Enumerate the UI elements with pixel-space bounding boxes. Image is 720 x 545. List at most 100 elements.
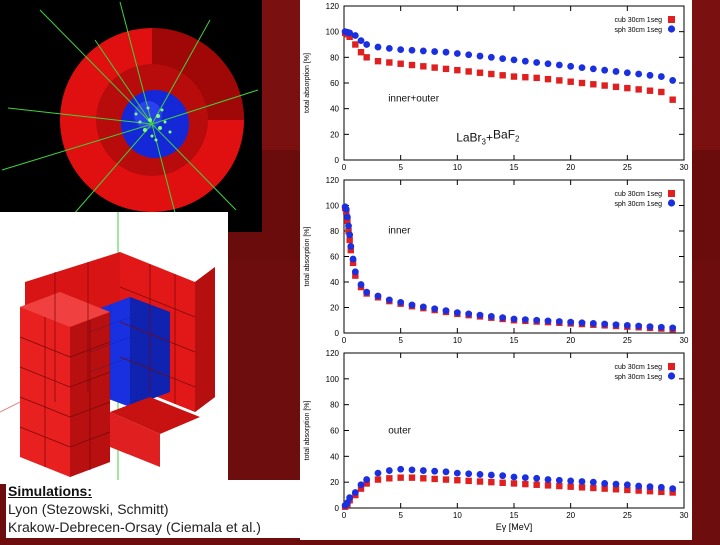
legend-marker [668, 16, 675, 23]
data-point-sph [487, 313, 495, 320]
panel-annotation: inner+outer [388, 93, 440, 104]
data-point-cub [590, 81, 597, 88]
data-point-sph [567, 477, 575, 485]
data-point-sph [363, 476, 371, 483]
x-axis-label: Eγ [MeV] [496, 522, 533, 532]
x-tick-label: 20 [566, 163, 575, 172]
data-point-sph [453, 309, 461, 316]
data-point-cub [476, 478, 484, 485]
x-tick-label: 0 [342, 163, 347, 172]
legend-marker [668, 190, 675, 197]
data-point-sph [623, 321, 631, 329]
data-point-cub [544, 75, 552, 83]
credits-line-krakow: Krakow-Debrecen-Orsay (Ciemala et al.) [8, 519, 261, 535]
data-point-cub [386, 59, 393, 66]
data-point-sph [419, 467, 427, 474]
data-point-sph [397, 299, 405, 306]
data-point-cub [465, 68, 472, 75]
material-label: LaBr3+BaF2 [456, 128, 520, 147]
data-point-sph [499, 472, 507, 480]
data-point-sph [657, 483, 665, 491]
data-point-sph [374, 43, 382, 51]
data-point-cub [352, 272, 359, 279]
data-point-sph [465, 51, 473, 59]
data-point-sph [487, 471, 495, 479]
data-point-cub [488, 478, 495, 486]
data-point-cub [590, 484, 597, 492]
y-tick-label: 80 [330, 227, 339, 236]
x-tick-label: 5 [398, 163, 403, 172]
data-point-sph [431, 305, 439, 313]
crystal-grid-lines [19, 262, 196, 470]
data-point-cub [533, 481, 540, 488]
data-point-sph [476, 471, 484, 478]
y-tick-label: 120 [326, 176, 340, 185]
legend-label: cub 30cm 1seg [615, 364, 663, 371]
data-point-sph [419, 303, 427, 311]
data-point-cub [397, 60, 404, 67]
data-point-cub [522, 74, 529, 81]
data-point-sph [465, 470, 473, 478]
x-tick-label: 15 [510, 511, 519, 520]
data-point-sph [521, 474, 529, 482]
data-point-sph [555, 61, 563, 69]
data-point-sph [555, 318, 563, 325]
plot-frame [343, 179, 685, 334]
data-point-cub [669, 96, 676, 103]
data-point-sph [453, 469, 461, 477]
data-point-sph [357, 37, 365, 45]
y-axis-label: total absorption [%] [304, 400, 311, 460]
x-tick-label: 25 [623, 511, 632, 520]
data-point-cub [345, 227, 352, 235]
data-point-sph [555, 476, 563, 484]
data-point-cub [658, 488, 665, 496]
x-tick-label: 20 [566, 511, 575, 520]
plot-frame [343, 5, 685, 161]
data-point-cub [454, 66, 461, 74]
data-point-sph [544, 317, 552, 325]
spherical-detector-simulation-image [0, 0, 262, 232]
y-axis-label: total absorption [%] [304, 226, 311, 286]
data-point-sph [346, 29, 354, 37]
data-point-sph [442, 307, 450, 315]
data-point-cub [646, 87, 654, 94]
data-point-cub [556, 77, 563, 84]
data-point-sph [589, 478, 597, 486]
data-point-cub [357, 485, 365, 492]
legend-marker [667, 199, 676, 207]
data-point-cub [669, 489, 676, 496]
data-point-sph [453, 50, 461, 57]
x-tick-label: 5 [398, 336, 403, 345]
data-point-cub [635, 86, 642, 93]
x-tick-label: 15 [510, 336, 519, 345]
data-point-sph [646, 71, 654, 79]
y-tick-label: 120 [326, 2, 340, 11]
data-point-cub [510, 73, 518, 80]
y-tick-label: 40 [330, 105, 339, 114]
data-point-sph [385, 44, 393, 52]
data-point-sph [510, 315, 518, 323]
data-point-cub [454, 477, 461, 484]
data-point-cub [420, 63, 427, 70]
data-point-cub [488, 70, 495, 78]
data-point-cub [408, 61, 416, 69]
plot-inner: 0 20 40 60 80 100 120 0 5 10 15 20 25 30 total absorpt… [304, 176, 689, 345]
y-tick-label: 60 [330, 253, 339, 262]
x-tick-label: 30 [680, 336, 689, 345]
data-point-cub [612, 83, 620, 91]
data-point-cub [601, 82, 608, 89]
data-point-cub [349, 259, 357, 267]
data-point-cub [374, 57, 382, 65]
data-point-sph [657, 323, 665, 331]
data-point-sph [385, 296, 393, 304]
data-point-sph [567, 318, 575, 326]
data-point-cub [465, 477, 472, 485]
x-tick-label: 30 [680, 511, 689, 520]
data-point-sph [357, 281, 365, 288]
data-point-sph [431, 467, 439, 475]
data-point-cub [442, 65, 450, 73]
y-tick-label: 40 [330, 278, 339, 287]
data-point-sph [499, 55, 507, 63]
absorption-plots-panel: 0 20 40 60 80 100 120 0 5 10 15 20 25 30 total absorpt… [300, 0, 692, 540]
